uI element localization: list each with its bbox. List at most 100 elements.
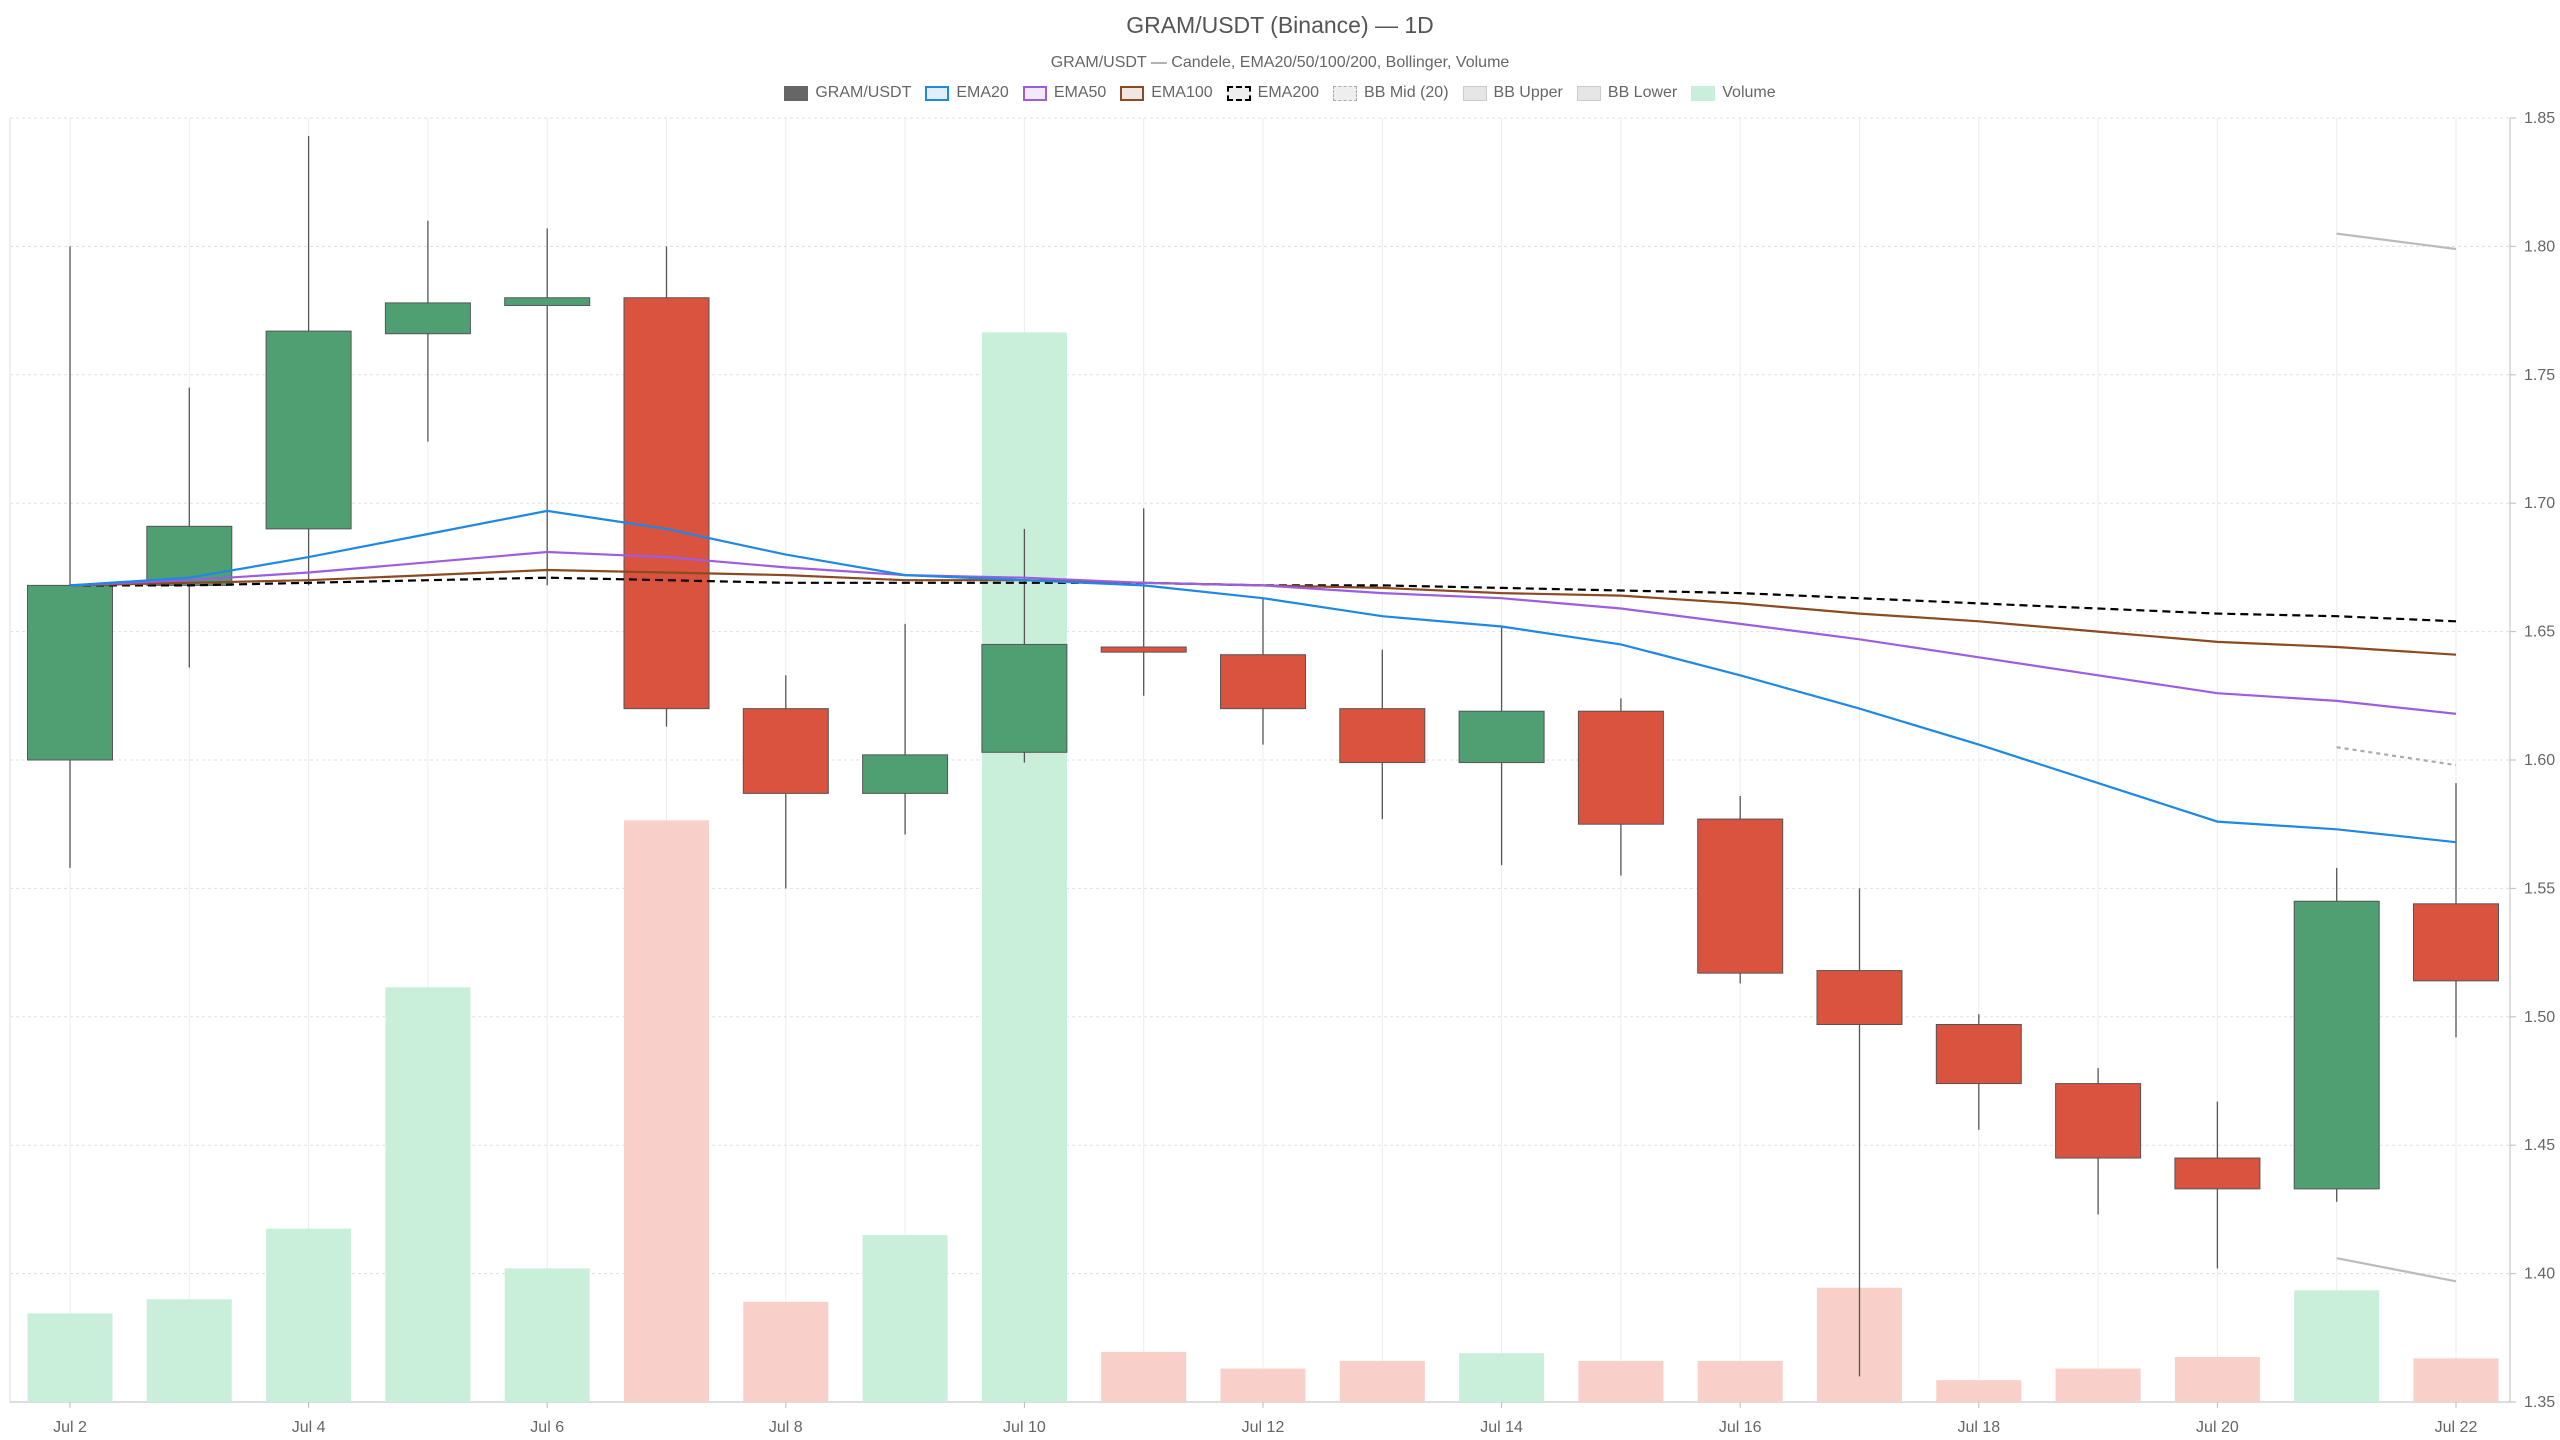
volume-layer <box>27 332 2499 1403</box>
candle-body <box>1577 710 1664 825</box>
legend-swatch <box>1333 85 1358 101</box>
legend-swatch <box>1022 85 1047 101</box>
x-tick-label: Jul 10 <box>1003 1419 1046 1436</box>
legend-label: BB Mid (20) <box>1364 84 1449 101</box>
legend-label: EMA200 <box>1257 84 1320 101</box>
candle-layer <box>27 135 2499 1377</box>
candle-body <box>742 708 829 794</box>
volume-bar <box>1101 1351 1187 1402</box>
volume-bar <box>1459 1353 1545 1402</box>
legend-item: EMA20 <box>925 84 1009 102</box>
volume-bar <box>2174 1357 2260 1402</box>
bb-upper-line <box>2336 232 2457 251</box>
legend-label: EMA100 <box>1151 84 1213 101</box>
candle-body <box>623 297 710 710</box>
candle-body <box>1458 710 1545 764</box>
legend-label: GRAM/USDT <box>815 84 912 101</box>
legend-swatch <box>1576 85 1601 101</box>
candle-body <box>2055 1083 2142 1159</box>
legend: GRAM/USDT EMA20 EMA50 EMA100 EMA200 BB Mid (2… <box>0 84 2560 102</box>
legend-item: EMA200 <box>1226 84 1320 102</box>
y-tick-label: 1.60 <box>2524 752 2555 769</box>
candle-body <box>27 584 113 761</box>
legend-swatch <box>1120 85 1145 101</box>
candle-body <box>1935 1024 2022 1085</box>
x-tick-label: Jul 16 <box>1719 1419 1762 1436</box>
y-tick-label: 1.65 <box>2524 624 2555 641</box>
y-tick-label: 1.50 <box>2524 1009 2555 1026</box>
candle-body <box>1220 654 1306 710</box>
ema20-line <box>69 509 2457 844</box>
candle-body <box>2293 900 2380 1190</box>
volume-bar <box>743 1301 829 1402</box>
candle-body <box>1697 818 1784 974</box>
volume-bar <box>504 1268 590 1402</box>
volume-bar <box>146 1299 232 1402</box>
volume-bar <box>624 820 709 1402</box>
volume-bar <box>1578 1360 1664 1402</box>
candle-body <box>2174 1157 2261 1190</box>
volume-bar <box>27 1313 113 1402</box>
legend-item: EMA50 <box>1022 84 1107 102</box>
x-tick-label: Jul 8 <box>769 1419 803 1436</box>
x-tick-label: Jul 18 <box>1957 1419 2000 1436</box>
volume-bar <box>981 332 1067 1403</box>
legend-item: EMA100 <box>1120 84 1213 102</box>
candle-body <box>862 754 949 794</box>
volume-bar <box>2294 1290 2380 1402</box>
volume-bar <box>385 987 471 1402</box>
volume-bar <box>1697 1360 1783 1402</box>
legend-label: EMA50 <box>1053 84 1107 101</box>
candle-body <box>384 302 471 335</box>
candle-body <box>1816 970 1903 1026</box>
volume-bar <box>1936 1380 2022 1402</box>
legend-item: GRAM/USDT <box>784 84 911 102</box>
chart-title: GRAM/USDT (Binance) — 1D <box>1126 12 1434 38</box>
x-tick-label: Jul 4 <box>292 1419 326 1436</box>
candle-body <box>1100 646 1187 653</box>
volume-bar <box>1339 1360 1425 1402</box>
x-tick-label: Jul 2 <box>53 1419 87 1436</box>
legend-label: BB Lower <box>1607 84 1678 101</box>
y-tick-label: 1.45 <box>2524 1137 2555 1154</box>
ema50-line <box>69 550 2457 715</box>
candle-body <box>265 330 352 530</box>
x-tick-label: Jul 12 <box>1242 1419 1285 1436</box>
legend-item: BB Upper <box>1462 84 1563 102</box>
volume-bar <box>266 1228 352 1402</box>
y-tick-label: 1.85 <box>2524 110 2555 127</box>
y-tick-label: 1.55 <box>2524 880 2555 897</box>
y-tick-label: 1.40 <box>2524 1266 2555 1283</box>
legend-swatch <box>1226 85 1251 101</box>
legend-item: Volume <box>1691 84 1776 102</box>
bb-mid-line <box>2336 746 2457 767</box>
legend-item: BB Lower <box>1576 84 1678 102</box>
x-tick-label: Jul 20 <box>2196 1419 2239 1436</box>
y-tick-label: 1.35 <box>2524 1394 2555 1411</box>
volume-bar <box>2055 1368 2141 1402</box>
volume-bar <box>862 1235 948 1402</box>
candle-body <box>146 525 233 586</box>
legend-label: BB Upper <box>1493 84 1563 101</box>
legend-item: BB Mid (20) <box>1333 84 1449 102</box>
legend-swatch <box>925 85 950 101</box>
legend-swatch <box>1462 85 1487 101</box>
legend-label: Volume <box>1722 84 1776 101</box>
y-tick-label: 1.70 <box>2524 495 2555 512</box>
legend-swatch <box>784 85 809 101</box>
legend-label: EMA20 <box>956 84 1009 101</box>
candle-body <box>2413 903 2499 982</box>
y-tick-label: 1.80 <box>2524 238 2555 255</box>
volume-bar <box>1220 1368 1306 1402</box>
volume-bar <box>2413 1358 2499 1402</box>
ema200-line <box>70 576 2457 623</box>
candle-body <box>981 643 1068 753</box>
candle-body <box>504 297 591 306</box>
x-tick-label: Jul 22 <box>2435 1419 2478 1436</box>
legend-swatch <box>1691 85 1716 101</box>
chart-subtitle: GRAM/USDT — Candele, EMA20/50/100/200, B… <box>1050 54 1510 71</box>
y-tick-label: 1.75 <box>2524 367 2555 384</box>
bb-lower-line <box>2336 1257 2457 1283</box>
